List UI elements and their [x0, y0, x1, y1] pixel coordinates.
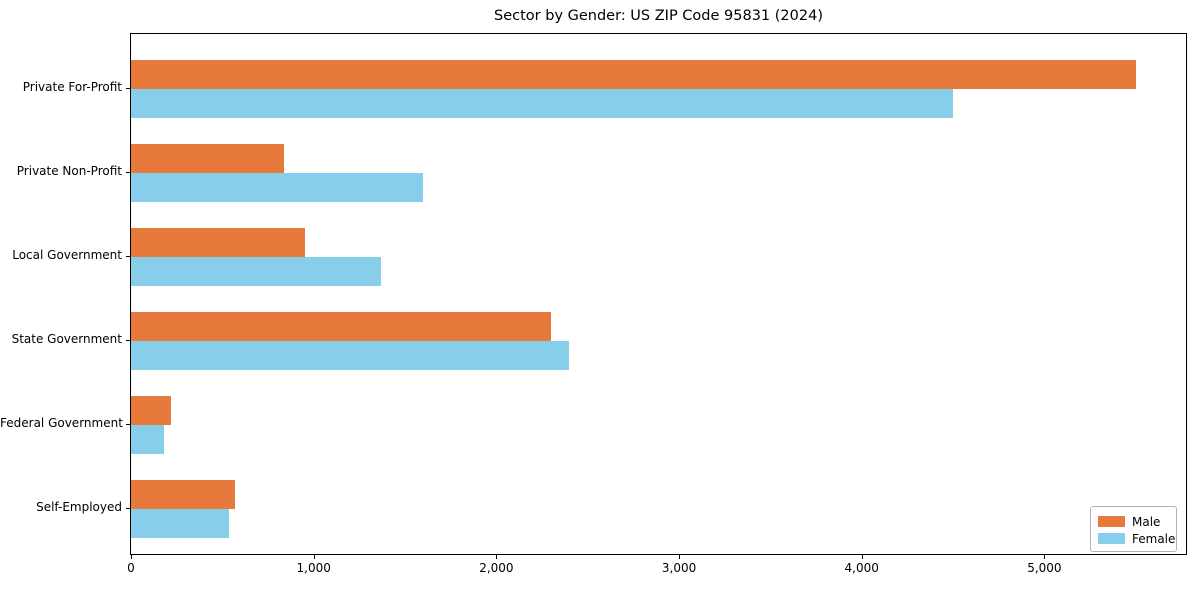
x-tick-label-5000: 5,000 [1027, 561, 1062, 575]
x-tick-0 [131, 555, 132, 559]
bar-female-state-government [131, 341, 570, 370]
x-tick-label-0: 0 [127, 561, 135, 575]
bar-male-federal-government [131, 396, 172, 425]
bar-female-private-for-profit [131, 89, 954, 118]
bar-male-state-government [131, 312, 552, 341]
x-tick-label-3000: 3,000 [661, 561, 697, 575]
legend-label-male: Male [1132, 514, 1161, 529]
x-tick-label-2000: 2,000 [479, 561, 514, 575]
legend-item-male: Male [1098, 513, 1176, 530]
x-tick-3000 [679, 555, 681, 559]
bar-male-private-for-profit [131, 60, 1136, 89]
legend-label-female: Female [1132, 531, 1176, 546]
legend-item-female: Female [1098, 530, 1176, 547]
y-tick-label-private-for-profit: Private For-Profit [22, 80, 122, 94]
bar-male-local-government [131, 228, 305, 257]
legend-swatch-female [1098, 533, 1125, 544]
y-tick-private-for-profit [126, 88, 130, 89]
x-tick-4000 [861, 555, 863, 559]
x-tick-5000 [1044, 555, 1046, 559]
x-tick-label-4000: 4,000 [844, 561, 879, 575]
legend: Male Female [1090, 506, 1177, 552]
y-tick-label-state-government: State Government [11, 332, 122, 346]
x-tick-label-1000: 1,000 [296, 561, 331, 575]
x-tick-2000 [496, 555, 498, 559]
bar-female-local-government [131, 257, 382, 286]
y-tick-label-federal-government: Federal Government [0, 416, 123, 430]
chart-title: Sector by Gender: US ZIP Code 95831 (202… [494, 8, 823, 24]
plot-area [130, 33, 1187, 555]
bar-female-federal-government [131, 425, 164, 454]
y-tick-label-private-non-profit: Private Non-Profit [16, 164, 122, 178]
legend-swatch-male [1098, 516, 1125, 527]
bar-male-private-non-profit [131, 144, 284, 173]
y-tick-private-non-profit [126, 172, 130, 173]
y-tick-federal-government [126, 424, 130, 425]
y-tick-label-local-government: Local Government [12, 248, 122, 262]
y-tick-label-self-employed: Self-Employed [36, 500, 122, 514]
x-tick-1000 [313, 555, 315, 559]
bar-male-self-employed [131, 480, 236, 509]
y-tick-self-employed [126, 508, 130, 509]
y-tick-state-government [126, 340, 130, 341]
bar-female-self-employed [131, 509, 229, 538]
bar-female-private-non-profit [131, 173, 424, 202]
y-tick-local-government [126, 256, 130, 257]
